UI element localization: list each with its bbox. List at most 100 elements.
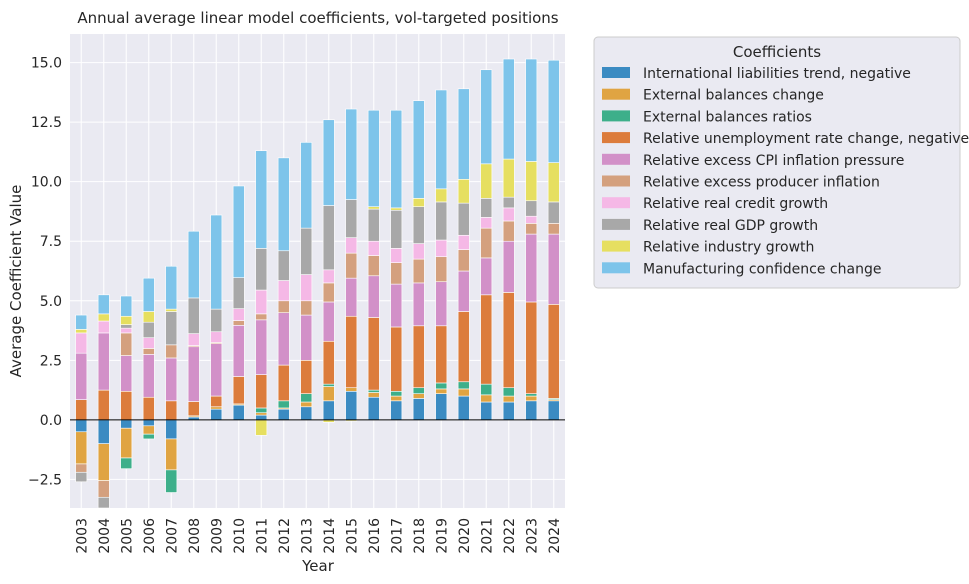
bar-segment	[457, 395, 470, 421]
bar-segment	[457, 202, 470, 236]
bar-segment	[525, 301, 538, 394]
x-axis-label: Year	[301, 557, 335, 575]
bar-segment	[300, 314, 313, 361]
x-tick-label: 2005	[119, 518, 135, 554]
bar-segment	[412, 100, 425, 199]
bar-segment	[322, 282, 335, 303]
bar-segment	[322, 205, 335, 271]
bar-segment	[142, 354, 155, 398]
bar-segment	[480, 217, 493, 229]
bar-segment	[255, 407, 268, 414]
bar-segment	[547, 59, 560, 163]
bar-segment	[255, 313, 268, 321]
bar-segment	[435, 325, 448, 384]
legend-swatch	[602, 218, 630, 230]
x-tick-label: 2021	[479, 518, 495, 554]
y-tick-label: 2.5	[40, 353, 62, 369]
bar-segment	[502, 220, 515, 242]
bar-segment	[502, 401, 515, 421]
bar-segment	[390, 209, 403, 249]
bar-segment	[412, 325, 425, 389]
bar-segment	[367, 389, 380, 393]
legend-label: Relative excess CPI inflation pressure	[643, 153, 904, 169]
bar-segment	[187, 346, 200, 402]
bar-segment	[502, 207, 515, 222]
bar-segment	[457, 388, 470, 397]
legend-label: Relative real GDP growth	[643, 218, 818, 234]
bar-segment	[97, 320, 110, 334]
bar-segment	[502, 292, 515, 389]
bar-segment	[480, 257, 493, 296]
bar-segment	[435, 201, 448, 241]
bar-segment	[255, 412, 268, 416]
bar-segment	[232, 185, 245, 278]
bar-segment	[165, 438, 178, 471]
x-tick-label: 2024	[547, 518, 563, 554]
bar-segment	[390, 390, 403, 397]
bar-segment	[300, 142, 313, 229]
bar-segment	[547, 162, 560, 203]
bar-segment	[412, 398, 425, 421]
bar-segment	[525, 400, 538, 421]
bar-segment	[75, 431, 88, 465]
bar-segment	[210, 308, 223, 333]
bar-segment	[120, 315, 133, 325]
bar-segment	[457, 381, 470, 390]
bar-segment	[412, 282, 425, 327]
bar-segment	[435, 388, 448, 394]
bar-segment	[435, 281, 448, 327]
x-tick-label: 2012	[277, 518, 293, 554]
bar-segment	[367, 396, 380, 421]
legend-swatch	[602, 110, 630, 122]
bar-segment	[345, 237, 358, 254]
bar-segment	[502, 58, 515, 160]
bar-segment	[165, 311, 178, 346]
bar-segment	[390, 400, 403, 421]
bar-segment	[75, 332, 88, 354]
bar-segment	[367, 275, 380, 318]
bar-segment	[232, 325, 245, 377]
bar-segment	[322, 340, 335, 385]
x-tick-label: 2015	[344, 518, 360, 554]
bar-segment	[525, 58, 538, 162]
bar-segment	[165, 469, 178, 493]
bar-segment	[255, 419, 268, 436]
bar-segment	[165, 419, 178, 440]
bar-segment	[390, 248, 403, 263]
bar-segment	[120, 355, 133, 392]
bar-segment	[142, 419, 155, 427]
bar-segment	[165, 265, 178, 310]
legend-box	[593, 36, 961, 289]
bar-segment	[480, 69, 493, 165]
bar-segment	[120, 327, 133, 334]
legend-label: Manufacturing confidence change	[643, 261, 881, 277]
bar-segment	[367, 317, 380, 391]
bar-segment	[525, 393, 538, 397]
bar-segment	[75, 419, 88, 433]
bar-segment	[210, 408, 223, 421]
bar-segment	[435, 239, 448, 258]
y-tick-label: 5.0	[40, 294, 62, 310]
bar-segment	[412, 198, 425, 207]
x-tick-label: 2014	[322, 518, 338, 554]
bar-segment	[210, 343, 223, 397]
bar-segment	[75, 463, 88, 473]
legend-swatch	[602, 197, 630, 209]
bar-segment	[322, 383, 335, 387]
bar-segment	[75, 471, 88, 483]
legend-label: External balances ratios	[643, 109, 812, 125]
bar-segment	[435, 393, 448, 421]
bar-segment	[412, 206, 425, 244]
bar-segment	[525, 200, 538, 217]
bar-segment	[322, 269, 335, 284]
x-tick-label: 2018	[412, 518, 428, 554]
bar-segment	[120, 295, 133, 317]
bar-segment	[345, 390, 358, 421]
bar-segment	[75, 399, 88, 421]
bar-segment	[390, 109, 403, 209]
bar-segment	[142, 311, 155, 323]
bar-segment	[142, 396, 155, 421]
legend-swatch	[602, 67, 630, 78]
bar-segment	[300, 401, 313, 408]
bar-segment	[502, 395, 515, 403]
